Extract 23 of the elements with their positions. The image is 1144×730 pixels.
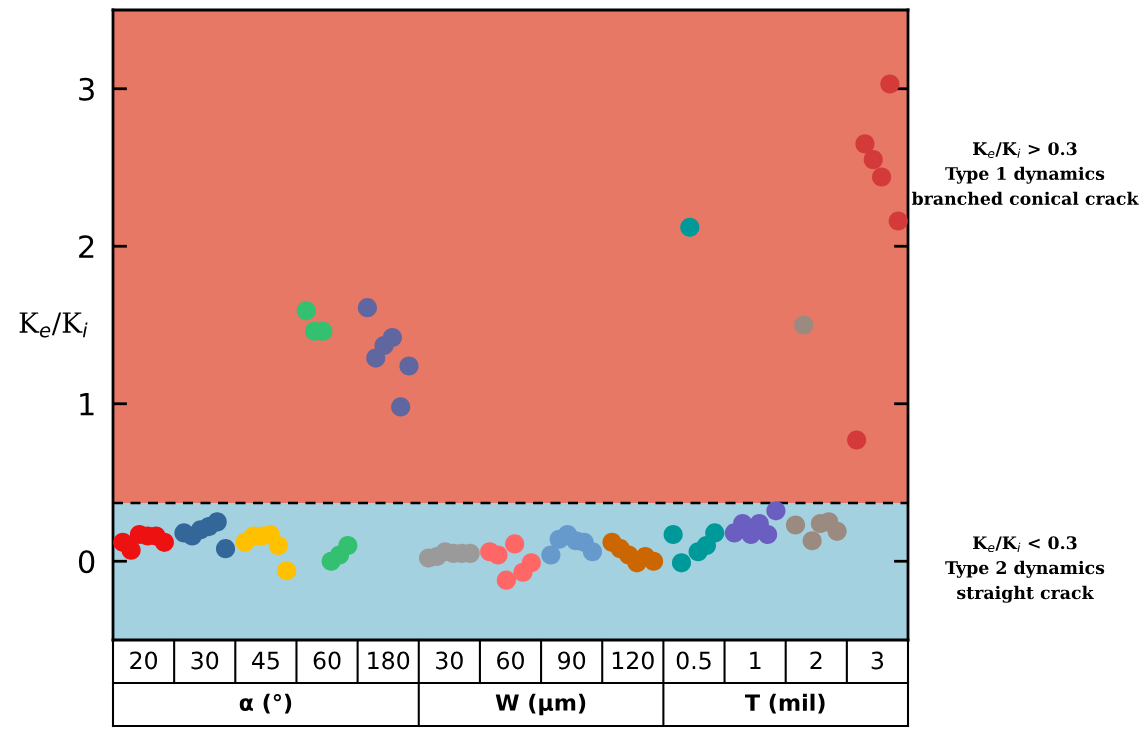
- text: K$_{e}$/K$_{i}$ < 0.3 Type 2 dynamics straight crack: [945, 536, 1105, 603]
- y-tick-label: 1: [80, 393, 94, 416]
- x-tick-label: 120: [612, 651, 654, 670]
- y-tick-label: 2: [79, 235, 94, 258]
- x-tick-label: 30: [191, 651, 219, 670]
- text: K$_{e}$/K$_{i}$ > 0.3 Type 1 dynamics branched conical crack: [911, 142, 1139, 206]
- y-tick-label: 3: [79, 77, 94, 101]
- x-tick-label: 60: [497, 651, 524, 670]
- x-tick-label: 20: [130, 651, 158, 670]
- y-axis-title: K$_{e}$/K$_{i}$: [19, 312, 88, 338]
- text: α (°): [239, 693, 292, 714]
- text: W (µm): [495, 693, 586, 716]
- x-tick-label: 180: [368, 651, 410, 670]
- x-tick-label: 60: [313, 651, 341, 670]
- text: T (mil): [745, 693, 825, 714]
- x-tick-label: 3: [871, 651, 884, 670]
- x-tick-label: 45: [252, 651, 279, 670]
- y-tick-label: 0: [78, 550, 95, 574]
- x-tick-label: 2: [810, 651, 822, 670]
- x-tick-label: 30: [436, 651, 463, 670]
- x-tick-label: 0.5: [676, 651, 711, 670]
- x-tick-label: 90: [558, 651, 586, 670]
- x-tick-label: 1: [750, 651, 761, 670]
